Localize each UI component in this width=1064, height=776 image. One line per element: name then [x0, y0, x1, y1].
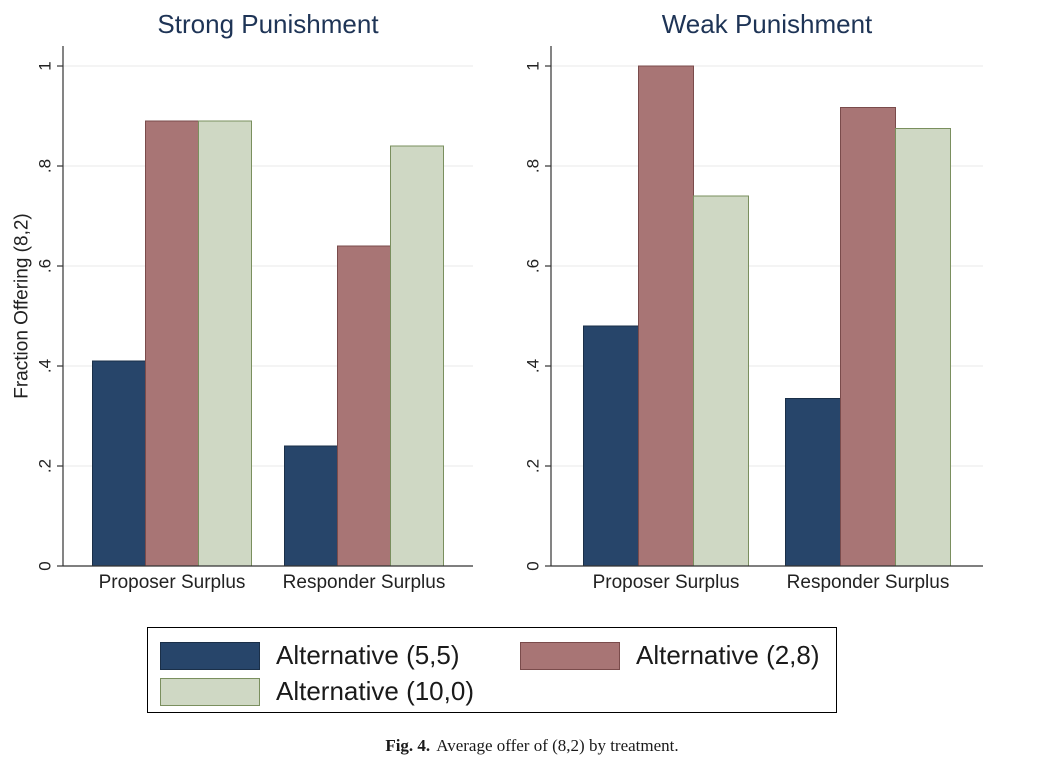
panel2-category-label: Responder Surplus — [787, 572, 950, 593]
panel1-bar-0-1 — [145, 120, 199, 567]
panel1-ytick-label: .4 — [36, 359, 55, 373]
legend-item-10-0: Alternative (10,0) — [160, 676, 474, 707]
panel2-ytick-label: .4 — [524, 359, 543, 373]
panel1-category-label: Responder Surplus — [283, 572, 446, 593]
figure-caption: Fig. 4. Average offer of (8,2) by treatme… — [0, 736, 1064, 756]
panel2-bar-1-1 — [840, 107, 896, 567]
legend-label-5-5: Alternative (5,5) — [276, 640, 460, 670]
panel1-ytick-label: .8 — [36, 159, 55, 173]
legend-item-2-8: Alternative (2,8) — [520, 640, 820, 671]
figure-canvas: Strong Punishment 0 .2 .4 .6 .8 1 Proposer Surp… — [12, 9, 983, 593]
panel2-bar-1-0 — [785, 398, 841, 567]
legend-label-10-0: Alternative (10,0) — [276, 676, 474, 706]
panel1-bar-0-0 — [92, 360, 146, 567]
panel2-bar-1-2 — [895, 128, 951, 567]
panel1-ytick-label: .6 — [36, 259, 55, 273]
panel1-bar-0-2 — [198, 120, 252, 567]
legend-swatch-2-8 — [520, 641, 620, 670]
panel2-ytick-label: 0 — [524, 561, 543, 570]
panel1-ytick-label: 0 — [36, 561, 55, 570]
panel1-ytick-label: 1 — [36, 61, 55, 70]
panel1-category-label: Proposer Surplus — [99, 572, 246, 593]
panel1-title: Strong Punishment — [157, 9, 379, 39]
panel2-bar-0-2 — [693, 195, 749, 567]
panel2-bar-0-0 — [583, 325, 639, 567]
panel2-title: Weak Punishment — [662, 9, 873, 39]
legend-label-2-8: Alternative (2,8) — [636, 640, 820, 670]
panel1-ytick-label: .2 — [36, 459, 55, 473]
panel2-ytick-label: .8 — [524, 159, 543, 173]
panel1-bar-1-2 — [390, 145, 444, 567]
panel1-y-axis-label: Fraction Offering (8,2) — [12, 213, 33, 399]
panel1-bar-1-0 — [284, 445, 338, 567]
legend-item-5-5: Alternative (5,5) — [160, 640, 460, 671]
panel1-bar-1-1 — [337, 245, 391, 567]
legend-swatch-10-0 — [160, 677, 260, 706]
legend-swatch-5-5 — [160, 641, 260, 670]
panel2-ytick-label: .2 — [524, 459, 543, 473]
panel2-category-label: Proposer Surplus — [593, 572, 740, 593]
caption-text: Average offer of (8,2) by treatment. — [436, 736, 679, 755]
panel2-bar-0-1 — [638, 65, 694, 567]
panel2-ytick-label: 1 — [524, 61, 543, 70]
legend: Alternative (5,5) Alternative (2,8) Alte… — [147, 627, 837, 713]
panel2-ytick-label: .6 — [524, 259, 543, 273]
caption-fig-label: Fig. 4. — [385, 736, 431, 755]
